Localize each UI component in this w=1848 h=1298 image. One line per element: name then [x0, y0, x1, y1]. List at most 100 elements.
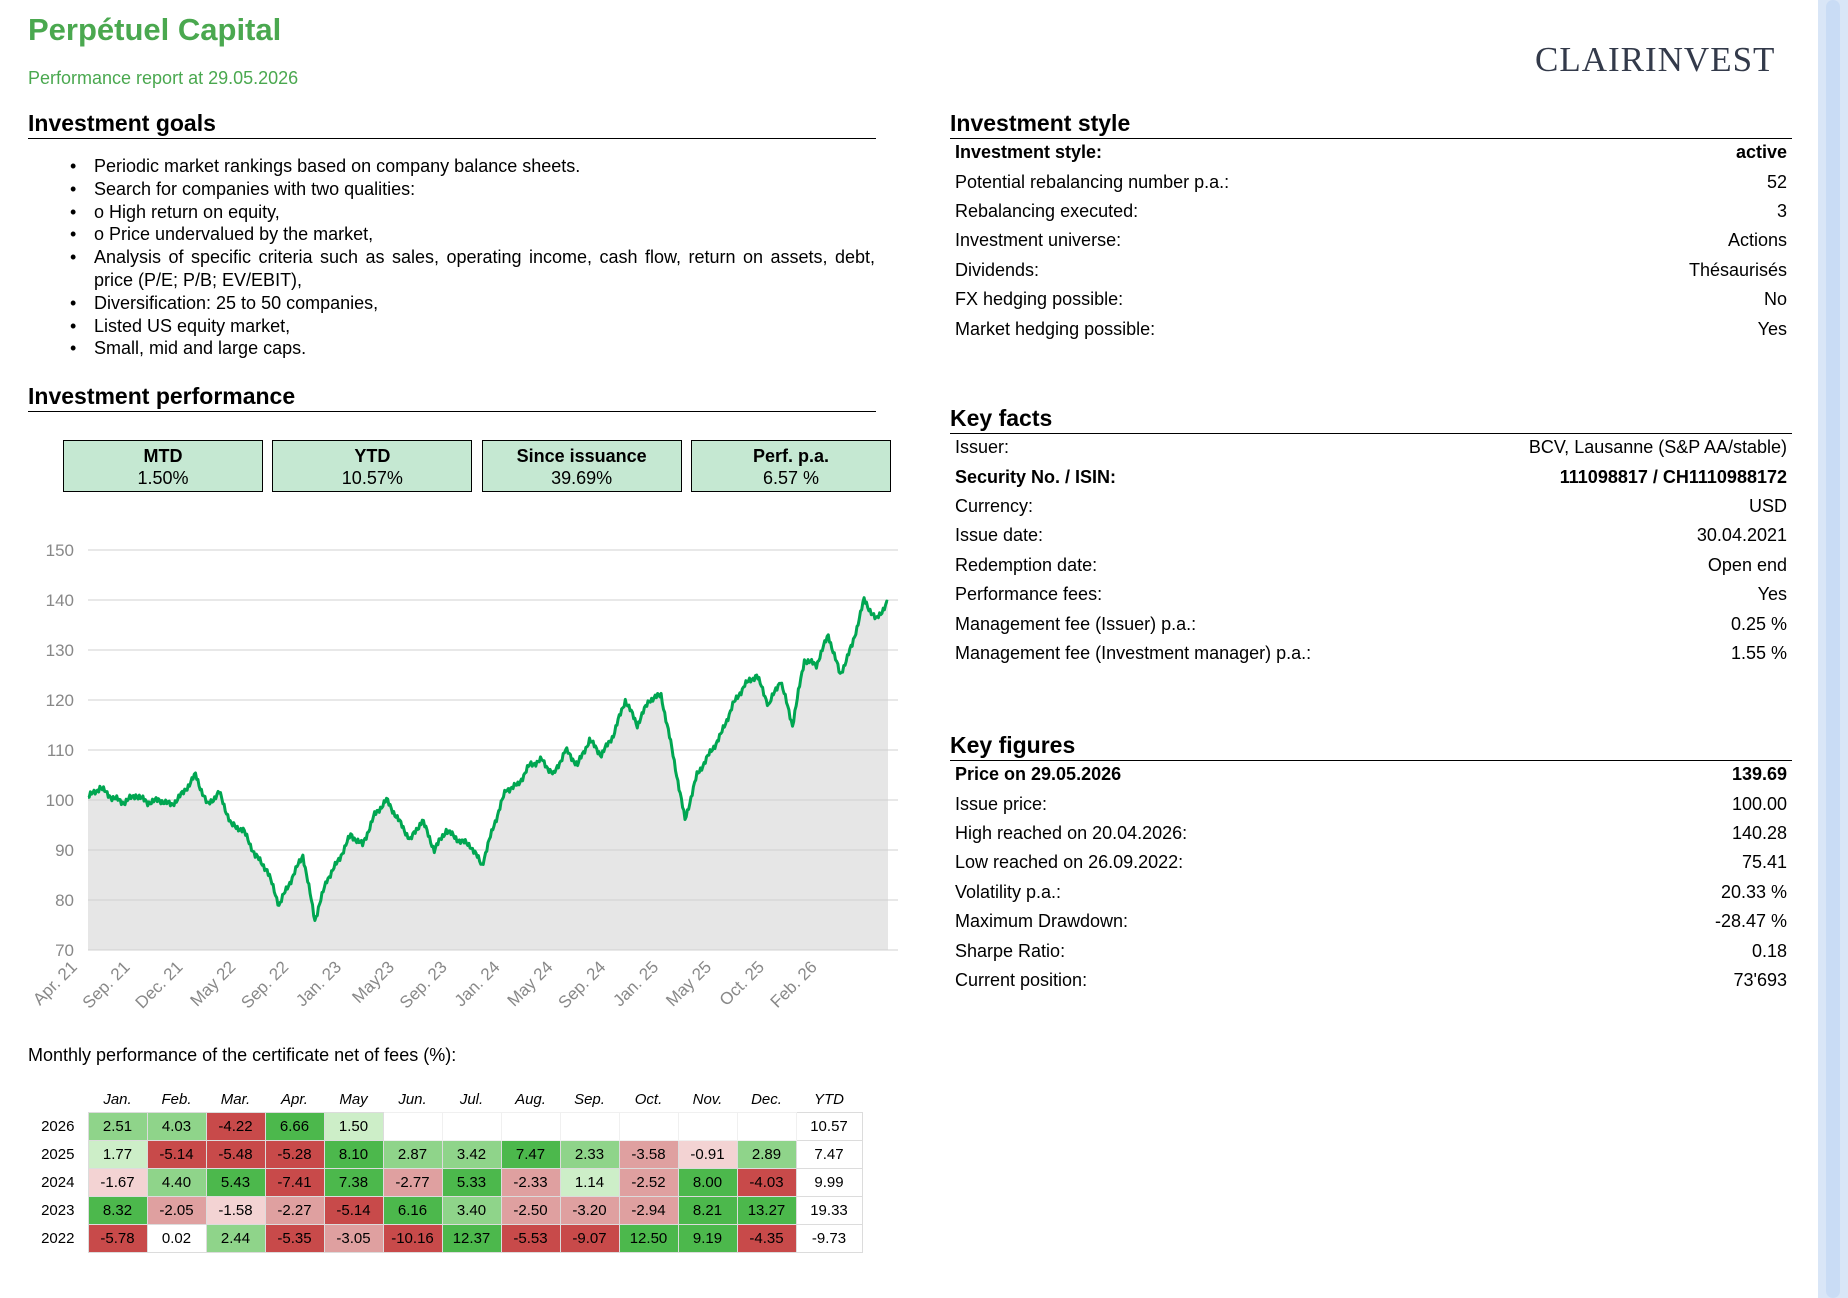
y-tick-label: 90: [55, 841, 74, 860]
row-label: Current position:: [955, 969, 1088, 990]
month-cell: [736, 1111, 797, 1141]
vertical-scrollbar[interactable]: [1818, 0, 1848, 1298]
row-value: active: [1735, 142, 1787, 163]
header-month: Aug.: [515, 1091, 546, 1109]
row-label: Management fee (Issuer) p.a.:: [955, 613, 1197, 634]
row-label: Investment style:: [955, 142, 1103, 163]
kpi-label: Since issuance: [516, 446, 647, 466]
month-cell: -5.78: [87, 1223, 148, 1253]
y-tick-label: 110: [47, 741, 74, 760]
row-label: Issuer:: [955, 437, 1010, 458]
row-year: 2026: [41, 1117, 75, 1135]
month-cell: 12.50: [618, 1223, 679, 1253]
goal-item: Diversification: 25 to 50 companies,: [60, 292, 875, 315]
month-cell: -2.52: [618, 1167, 679, 1197]
month-cell: -5.53: [500, 1223, 561, 1253]
style-row: Market hedging possible: Yes: [950, 314, 1792, 343]
header-month: Jul.: [459, 1091, 484, 1109]
month-cell: 13.27: [736, 1195, 797, 1225]
x-tick-label: Feb. 26: [767, 957, 821, 1011]
month-cell: -2.77: [382, 1167, 443, 1197]
row-value: 30.04.2021: [1696, 525, 1787, 546]
figure-row: Issue price: 100.00: [950, 789, 1792, 818]
ytd-cell: -9.73: [795, 1223, 863, 1253]
row-label: Sharpe Ratio:: [955, 940, 1066, 961]
row-label: Performance fees:: [955, 584, 1103, 605]
investment-style-table: Investment style: active Potential rebalan…: [950, 138, 1792, 344]
monthly-performance-title: Monthly performance of the certificate n…: [28, 1045, 457, 1065]
header-month: Dec.: [751, 1091, 782, 1109]
row-value: BCV, Lausanne (S&P AA/stable): [1528, 437, 1787, 458]
month-cell: -3.05: [323, 1223, 384, 1253]
month-cell: 1.50: [323, 1111, 384, 1141]
row-label: Low reached on 26.09.2022:: [955, 852, 1184, 873]
header-month: Sep.: [574, 1091, 605, 1109]
table-row: 2022 -5.78 0.02 2.44 -5.35 -3.05 -10.16 12.37 -5…: [28, 1223, 863, 1253]
fact-row: Management fee (Investment manager) p.a.…: [950, 639, 1792, 668]
figure-row: Volatility p.a.: 20.33 %: [950, 878, 1792, 907]
key-facts-table: Issuer: BCV, Lausanne (S&P AA/stable) Secu…: [950, 433, 1792, 668]
header-month: Nov.: [692, 1091, 723, 1109]
row-value: 20.33 %: [1720, 881, 1787, 902]
row-value: -28.47 %: [1714, 911, 1787, 932]
figure-row: Current position: 73'693: [950, 966, 1792, 995]
y-tick-label: 150: [46, 541, 74, 560]
row-label: Issue price:: [955, 793, 1048, 814]
fact-row: Management fee (Issuer) p.a.: 0.25 %: [950, 609, 1792, 638]
x-tick-label: Sep. 24: [555, 957, 610, 1012]
ytd-cell: 9.99: [795, 1167, 863, 1197]
row-value: Yes: [1757, 318, 1787, 339]
key-figures-table: Price on 29.05.2026 139.69 Issue price: 100…: [950, 760, 1792, 995]
row-label: FX hedging possible:: [955, 289, 1124, 310]
kpi-since-issuance: Since issuance 39.69%: [481, 440, 682, 492]
month-cell: -7.41: [264, 1167, 325, 1197]
row-label: Potential rebalancing number p.a.:: [955, 171, 1230, 192]
month-cell: 8.00: [677, 1167, 738, 1197]
row-label: Rebalancing executed:: [955, 200, 1139, 221]
month-cell: -4.03: [736, 1167, 797, 1197]
y-tick-label: 100: [46, 791, 74, 810]
month-cell: -1.67: [87, 1167, 148, 1197]
figure-row: Maximum Drawdown: -28.47 %: [950, 907, 1792, 936]
row-value: No: [1763, 289, 1787, 310]
month-cell: 8.21: [677, 1195, 738, 1225]
header-ytd: YTD: [814, 1091, 844, 1109]
row-label: Volatility p.a.:: [955, 881, 1062, 902]
month-cell: 5.33: [441, 1167, 502, 1197]
row-label: Investment universe:: [955, 230, 1122, 251]
month-cell: [500, 1111, 561, 1141]
row-value: 3: [1776, 200, 1787, 221]
month-cell: 5.43: [205, 1167, 266, 1197]
x-tick-label: Apr. 21: [29, 957, 81, 1009]
row-label: Issue date:: [955, 525, 1044, 546]
row-value: 111098817 / CH1110988172: [1559, 466, 1787, 487]
month-cell: -2.50: [500, 1195, 561, 1225]
month-cell: [618, 1111, 679, 1141]
month-cell: 2.33: [559, 1139, 620, 1169]
goals-heading: Investment goals: [28, 110, 876, 139]
y-tick-label: 80: [55, 891, 74, 910]
scrollbar-thumb[interactable]: [1826, 0, 1840, 1298]
ytd-cell: 19.33: [795, 1195, 863, 1225]
month-cell: 7.47: [500, 1139, 561, 1169]
kpi-value: 10.57%: [341, 468, 403, 488]
x-tick-label: Oct. 25: [716, 957, 768, 1009]
monthly-performance-table: Jan. Feb. Mar. Apr. May Jun. Jul. Aug. S…: [28, 1088, 863, 1253]
month-cell: 7.38: [323, 1167, 384, 1197]
month-cell: 6.16: [382, 1195, 443, 1225]
month-cell: 4.03: [146, 1111, 207, 1141]
y-tick-label: 130: [46, 641, 74, 660]
month-cell: [382, 1111, 443, 1141]
month-cell: 0.02: [146, 1223, 207, 1253]
figure-row: Low reached on 26.09.2022: 75.41: [950, 848, 1792, 877]
goal-item: Analysis of specific criteria such as sa…: [60, 246, 875, 292]
row-year: 2025: [41, 1145, 75, 1163]
month-cell: 1.77: [87, 1139, 148, 1169]
row-value: 140.28: [1731, 822, 1787, 843]
kpi-label: MTD: [143, 446, 183, 466]
header-month: Jan.: [103, 1091, 132, 1109]
row-label: High reached on 20.04.2026:: [955, 822, 1188, 843]
report-title: Perpétuel Capital: [28, 12, 282, 47]
x-tick-label: May 22: [187, 957, 240, 1010]
month-cell: 4.40: [146, 1167, 207, 1197]
